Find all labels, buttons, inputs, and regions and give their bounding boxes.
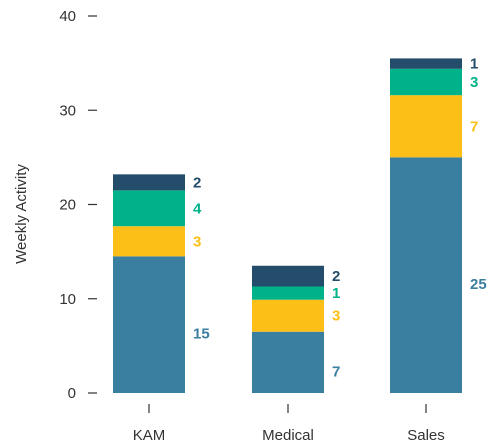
data-label: 1 <box>332 285 340 302</box>
y-tick-label: 10 <box>59 291 76 308</box>
bar-segment <box>113 256 185 393</box>
bar-segment <box>390 95 462 158</box>
data-label: 2 <box>332 268 340 285</box>
data-label: 3 <box>332 308 340 325</box>
y-tick-label: 30 <box>59 102 76 119</box>
data-label: 4 <box>193 200 202 217</box>
data-label: 25 <box>470 276 487 293</box>
bar-segment <box>252 286 324 300</box>
x-tick-label: Medical <box>262 427 314 444</box>
data-label: 15 <box>193 326 210 343</box>
bar-segment <box>113 190 185 227</box>
data-label: 2 <box>193 174 201 191</box>
bars <box>113 58 462 393</box>
y-tick-label: 0 <box>68 385 76 402</box>
bar-segment <box>113 174 185 191</box>
data-label: 1 <box>470 56 478 73</box>
bar-segment <box>252 331 324 393</box>
bar-segment <box>113 226 185 257</box>
data-label: 3 <box>470 74 478 91</box>
x-tick-label: Sales <box>407 427 445 444</box>
x-tick-label: KAM <box>133 427 166 444</box>
data-label: 7 <box>332 363 340 380</box>
y-axis-title: Weekly Activity <box>13 164 30 264</box>
data-label: 3 <box>193 233 201 250</box>
y-axis: 0 10 20 30 40 <box>59 8 97 402</box>
bar-segment <box>252 299 324 332</box>
bar-segment <box>390 157 462 393</box>
bar-segment <box>390 68 462 96</box>
bar-segment <box>252 265 324 287</box>
data-label: 7 <box>470 118 478 135</box>
bar-segment <box>390 58 462 69</box>
x-axis: KAM Medical Sales <box>133 404 445 444</box>
y-tick-label: 40 <box>59 8 76 25</box>
y-tick-label: 20 <box>59 197 76 214</box>
